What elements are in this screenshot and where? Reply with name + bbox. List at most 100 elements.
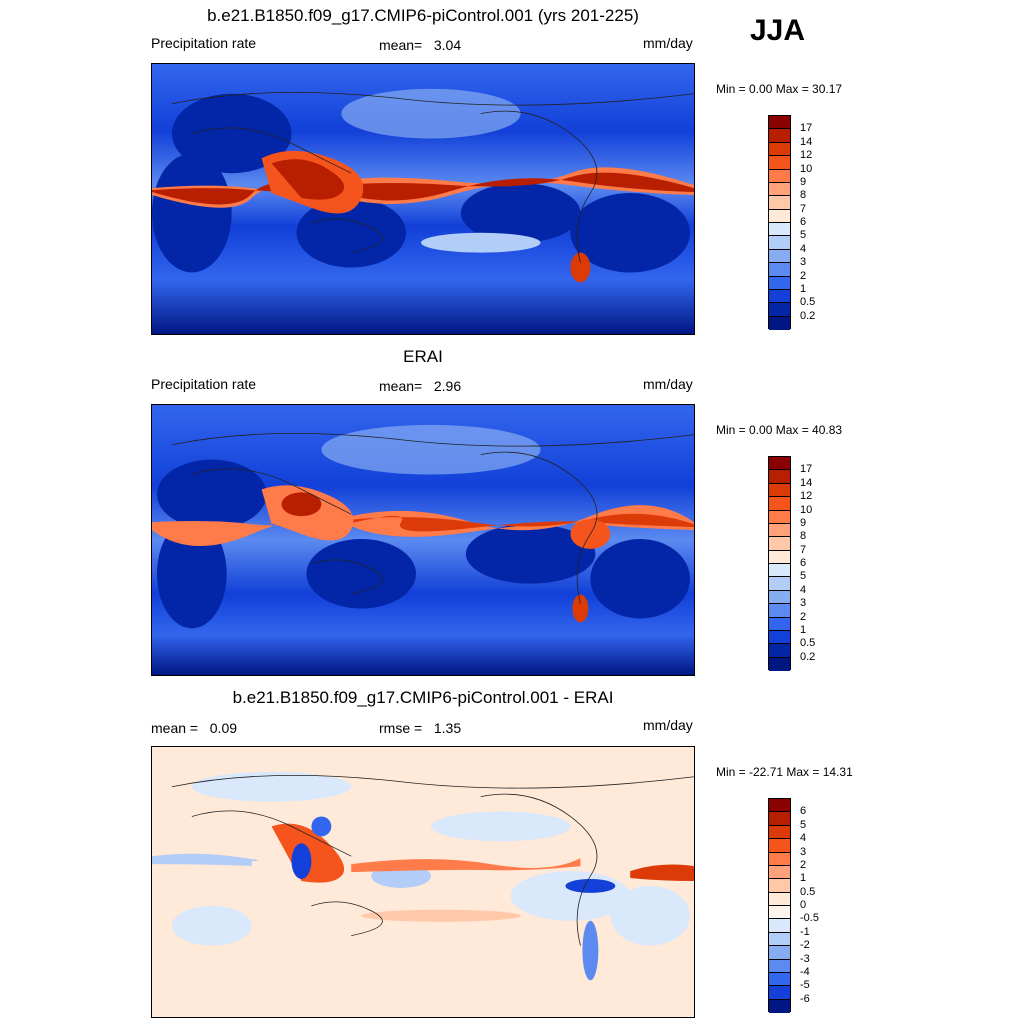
colorbar-tick-label: 2: [800, 269, 807, 282]
colorbar-swatch: [769, 892, 790, 906]
colorbar-swatch: [769, 946, 790, 960]
panel-3-field: [152, 747, 694, 1017]
colorbar-swatch: [769, 223, 790, 237]
colorbar-tick-label: -3: [800, 952, 810, 965]
colorbar-swatch: [769, 564, 790, 578]
panel-2-mean-label: mean=: [379, 378, 423, 394]
colorbar-swatch: [769, 644, 790, 658]
panel-1-colorbar: [768, 115, 791, 330]
panel-1-minmax: Min = 0.00 Max = 30.17: [716, 82, 843, 96]
colorbar-swatch: [769, 550, 790, 564]
colorbar-swatch: [769, 209, 790, 223]
colorbar-tick-label: 2: [800, 858, 807, 871]
panel-3-units: mm/day: [643, 717, 693, 733]
panel-1-units: mm/day: [643, 35, 693, 51]
colorbar-tick-label: 3: [800, 597, 807, 610]
panel-3-mean-label: mean =: [151, 720, 199, 736]
colorbar-swatch: [769, 959, 790, 973]
colorbar-tick-label: -0.5: [800, 912, 819, 925]
panel-1-mean-label: mean=: [379, 37, 423, 53]
colorbar-tick-label: 9: [800, 516, 807, 529]
colorbar-swatch: [769, 812, 790, 826]
colorbar-tick-label: 6: [800, 805, 807, 818]
colorbar-swatch: [769, 116, 790, 130]
colorbar-tick-label: -5: [800, 979, 810, 992]
panel-3-minmax: Min = -22.71 Max = 14.31: [716, 765, 853, 779]
colorbar-tick-label: 3: [800, 845, 807, 858]
colorbar-swatch: [769, 630, 790, 645]
colorbar-swatch: [769, 169, 790, 183]
colorbar-swatch: [769, 657, 790, 671]
colorbar-tick-label: 4: [800, 583, 807, 596]
colorbar-swatch: [769, 590, 790, 605]
colorbar-tick-label: 10: [800, 162, 813, 175]
panel-1-title: b.e21.B1850.f09_g17.CMIP6-piControl.001 …: [207, 6, 639, 25]
colorbar-swatch: [769, 182, 790, 197]
colorbar-swatch: [769, 919, 790, 933]
colorbar-tick-label: 3: [800, 256, 807, 269]
colorbar-tick-label: 12: [800, 149, 813, 162]
colorbar-tick-label: 12: [800, 490, 813, 503]
colorbar-tick-label: -6: [800, 992, 810, 1005]
colorbar-swatch: [769, 236, 790, 250]
panel-1-mean: mean= 3.04: [379, 37, 461, 53]
colorbar-swatch: [769, 799, 790, 813]
colorbar-tick-label: 0: [800, 899, 807, 911]
colorbar-tick-label: 0.2: [800, 309, 816, 322]
colorbar-tick-label: 0.5: [800, 885, 816, 898]
colorbar-swatch: [769, 316, 790, 330]
colorbar-swatch: [769, 604, 790, 618]
panel-3-title: b.e21.B1850.f09_g17.CMIP6-piControl.001 …: [232, 688, 614, 707]
colorbar-tick-label: 0.5: [800, 296, 816, 309]
colorbar-tick-label: 7: [800, 543, 807, 556]
panel-1-map: [151, 63, 695, 335]
colorbar-tick-label: 9: [800, 175, 807, 188]
colorbar-swatch: [769, 932, 790, 947]
panel-2-units: mm/day: [643, 376, 693, 392]
panel-3-rmse-label: rmse =: [379, 720, 423, 736]
colorbar-tick-label: 8: [800, 189, 807, 202]
colorbar-swatch: [769, 142, 790, 157]
panel-2-mean-value: 2.96: [433, 378, 462, 394]
colorbar-tick-label: 0.2: [800, 650, 816, 663]
colorbar-swatch: [769, 196, 790, 210]
colorbar-tick-label: 5: [800, 570, 807, 583]
colorbar-swatch: [769, 879, 790, 893]
colorbar-swatch: [769, 483, 790, 498]
colorbar-tick-label: 10: [800, 503, 813, 516]
panel-2-map: [151, 404, 695, 676]
colorbar-tick-label: 6: [800, 557, 807, 569]
panel-2-field: [152, 405, 694, 675]
panel-3-mean: mean = 0.09: [151, 720, 237, 736]
colorbar-tick-label: 14: [800, 476, 813, 489]
colorbar-tick-label: 17: [800, 122, 813, 135]
panel-2-title: ERAI: [403, 347, 443, 366]
colorbar-swatch: [769, 523, 790, 538]
colorbar-swatch: [769, 249, 790, 264]
colorbar-tick-label: 1: [800, 872, 807, 885]
colorbar-swatch: [769, 289, 790, 304]
colorbar-tick-label: 7: [800, 202, 807, 215]
colorbar-swatch: [769, 129, 790, 143]
colorbar-swatch: [769, 470, 790, 484]
colorbar-swatch: [769, 510, 790, 524]
panel-2-minmax: Min = 0.00 Max = 40.83: [716, 423, 843, 437]
panel-3-map: [151, 746, 695, 1018]
panel-3-rmse: rmse = 1.35: [379, 720, 461, 736]
colorbar-tick-label: 4: [800, 832, 807, 845]
colorbar-swatch: [769, 577, 790, 591]
colorbar-swatch: [769, 303, 790, 317]
panel-3-colorbar: [768, 798, 791, 1013]
colorbar-swatch: [769, 457, 790, 471]
colorbar-swatch: [769, 865, 790, 880]
panel-2-mean: mean= 2.96: [379, 378, 461, 394]
colorbar-tick-label: 14: [800, 135, 813, 148]
colorbar-swatch: [769, 156, 790, 170]
colorbar-swatch: [769, 986, 790, 1000]
panel-1-variable-label: Precipitation rate: [151, 35, 257, 51]
colorbar-tick-label: 8: [800, 530, 807, 543]
colorbar-tick-label: -1: [800, 925, 810, 938]
colorbar-tick-label: 2: [800, 610, 807, 623]
panel-3-mean-value: 0.09: [209, 720, 238, 736]
colorbar-swatch: [769, 276, 790, 290]
